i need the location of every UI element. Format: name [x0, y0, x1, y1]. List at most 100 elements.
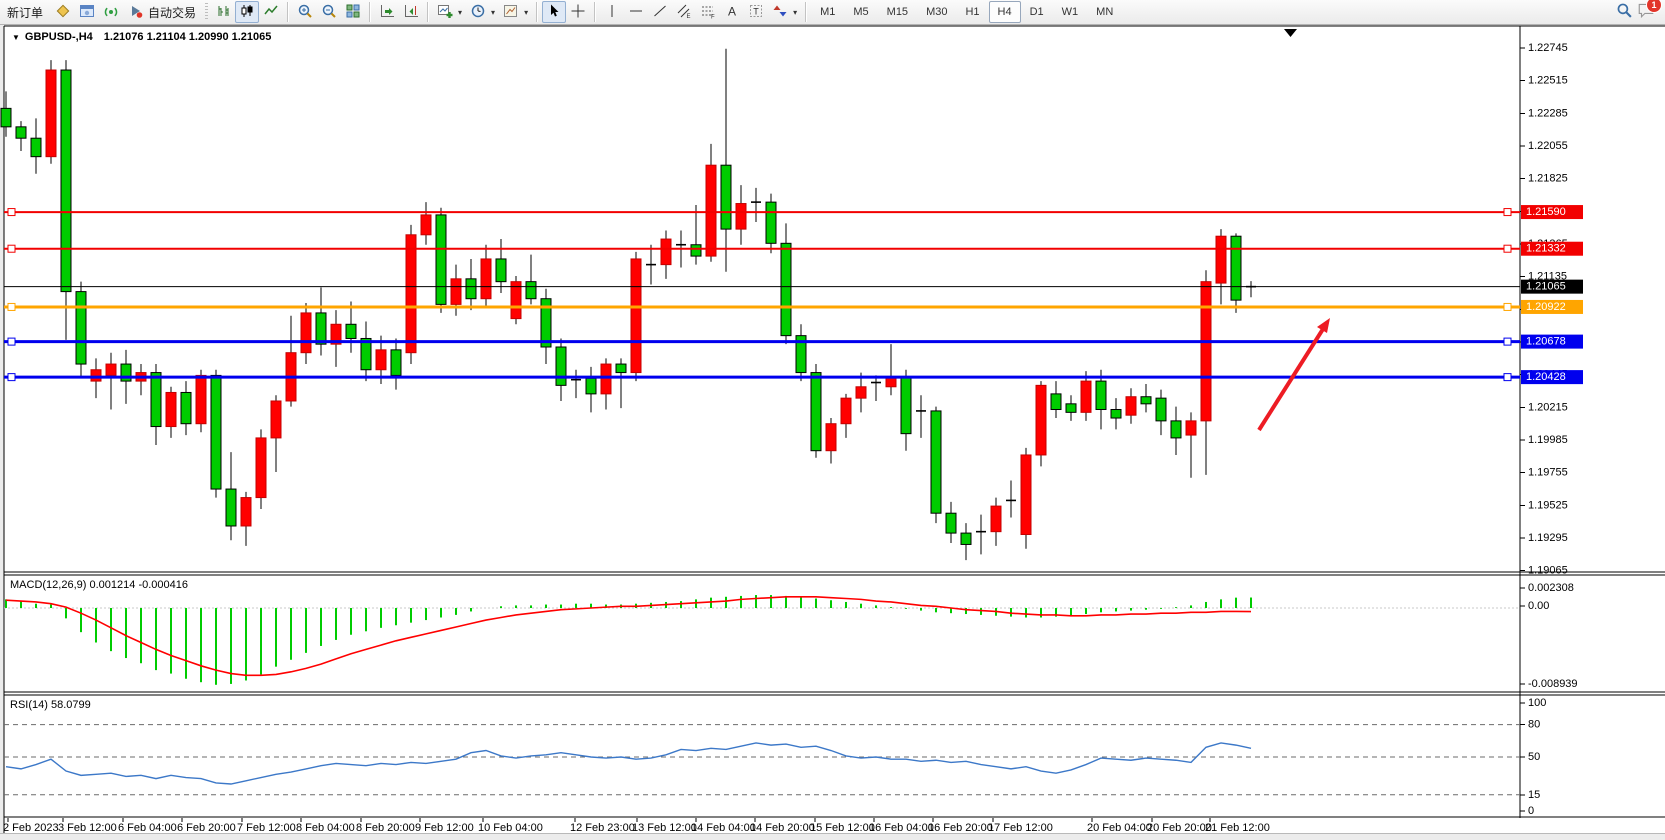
line-anchor-handle[interactable] [1503, 208, 1512, 217]
toolbar-grip [205, 3, 209, 21]
candle-body [405, 234, 417, 354]
equidistant-channel-button[interactable]: E [672, 1, 696, 23]
macd-name: MACD(12,26,9) [10, 579, 87, 591]
rsi-axis-label: 15 [1528, 789, 1540, 801]
macd-main-value: 0.001214 [89, 579, 136, 591]
toolbar-separator [805, 2, 808, 22]
candle-body [1020, 454, 1032, 536]
candlestick-icon [239, 3, 255, 22]
new-order-button[interactable]: 新订单 [2, 1, 51, 23]
svg-text:A: A [728, 4, 736, 18]
zoom-out-icon [321, 3, 337, 22]
date-tick-label: 16 Feb 04:00 [869, 822, 934, 834]
candle-body [450, 278, 462, 305]
mql5-community-button[interactable] [75, 1, 99, 23]
periods-button[interactable]: ▾ [466, 1, 499, 23]
line-anchor-handle[interactable] [7, 337, 16, 346]
main-toolbar: 新订单 自动交易 ▾ ▾ [0, 0, 1665, 25]
community-window-icon [79, 3, 95, 22]
vertical-line-button[interactable] [600, 1, 624, 23]
candle-body [1035, 384, 1047, 456]
candle-body [780, 242, 792, 337]
template-chart-icon [503, 3, 519, 22]
chart-shift-button[interactable] [399, 1, 423, 23]
new-chart-button[interactable]: ▾ [433, 1, 466, 23]
crosshair-icon [570, 3, 586, 22]
rsi-line [5, 742, 1252, 785]
line-chart-button[interactable] [259, 1, 283, 23]
tab-m1[interactable]: M1 [820, 6, 836, 18]
auto-scroll-button[interactable] [375, 1, 399, 23]
candle-body [315, 312, 327, 345]
horizontal-line-button[interactable] [624, 1, 648, 23]
crosshair-button[interactable] [566, 1, 590, 23]
line-anchor-handle[interactable] [7, 373, 16, 382]
signals-button[interactable] [99, 1, 123, 23]
fibonacci-icon: F [700, 3, 716, 22]
candle-body [690, 244, 702, 257]
price-level-badge [1521, 299, 1583, 314]
candle-body [120, 363, 132, 382]
annotation-arrow-head[interactable] [1317, 318, 1330, 333]
candle-body [1170, 420, 1182, 439]
candle-body [150, 372, 162, 428]
tab-h1[interactable]: H1 [965, 6, 980, 18]
tab-w1[interactable]: W1 [1061, 6, 1079, 18]
zoom-out-button[interactable] [317, 1, 341, 23]
candlestick-chart-button[interactable] [235, 1, 260, 23]
tab-m5[interactable]: M5 [853, 6, 869, 18]
search-button[interactable] [1612, 1, 1637, 23]
arrows-button[interactable]: ▾ [768, 1, 801, 23]
line-anchor-handle[interactable] [7, 302, 16, 311]
bar-chart-button[interactable] [211, 1, 235, 23]
toolbar-separator [536, 2, 539, 22]
line-anchor-handle[interactable] [1503, 244, 1512, 253]
clock-icon [470, 3, 486, 22]
tab-m30[interactable]: M30 [926, 6, 948, 18]
line-anchor-handle[interactable] [7, 208, 16, 217]
line-anchor-handle[interactable] [1503, 337, 1512, 346]
candle-body [1125, 396, 1137, 416]
candle-body [840, 397, 852, 425]
price-tick-label: 1.22745 [1528, 42, 1568, 54]
candle-body [1110, 409, 1122, 419]
svg-text:F: F [711, 14, 715, 19]
date-tick-label: 3 Feb 12:00 [58, 822, 117, 834]
price-level-badge-label: 1.20678 [1526, 336, 1566, 348]
trendline-button[interactable] [648, 1, 672, 23]
line-anchor-handle[interactable] [1503, 302, 1512, 311]
line-anchor-handle[interactable] [7, 244, 16, 253]
text-label-button[interactable]: T [744, 1, 768, 23]
horizontal-line-icon [628, 3, 644, 22]
candle-body [240, 497, 252, 527]
text-button[interactable]: A [720, 1, 744, 23]
svg-text:E: E [687, 14, 691, 19]
price-tick-label: 1.19295 [1528, 532, 1568, 544]
market-depth-button[interactable] [51, 1, 75, 23]
notifications-button[interactable]: 1 [1637, 0, 1662, 24]
candle-body [705, 164, 717, 257]
date-tick-label: 10 Feb 04:00 [478, 822, 543, 834]
symbol-collapse-icon[interactable]: ▼ [12, 32, 20, 42]
tab-m15[interactable]: M15 [886, 6, 909, 18]
candle-body [960, 532, 972, 545]
templates-button[interactable]: ▾ [499, 1, 532, 23]
line-anchor-handle[interactable] [1503, 373, 1512, 382]
price-tick-label: 1.22285 [1528, 107, 1568, 119]
tab-h4[interactable]: H4 [988, 1, 1021, 23]
cursor-button[interactable] [542, 1, 567, 23]
zoom-in-button[interactable] [293, 1, 317, 23]
price-tick-label: 1.19985 [1528, 434, 1568, 446]
tile-windows-button[interactable] [341, 1, 365, 23]
annotation-arrow-line[interactable] [1257, 327, 1325, 432]
candle-body [225, 488, 237, 527]
tab-d1[interactable]: D1 [1029, 6, 1044, 18]
chart-shift-marker-icon[interactable] [1284, 29, 1297, 37]
tab-mn[interactable]: MN [1096, 6, 1114, 18]
date-tick-label: 14 Feb 20:00 [750, 822, 815, 834]
auto-trading-button[interactable]: 自动交易 [123, 1, 204, 23]
gold-tag-icon [55, 3, 71, 22]
candle-body [930, 410, 942, 514]
candle-body [555, 346, 567, 386]
fibonacci-button[interactable]: F [696, 1, 720, 23]
